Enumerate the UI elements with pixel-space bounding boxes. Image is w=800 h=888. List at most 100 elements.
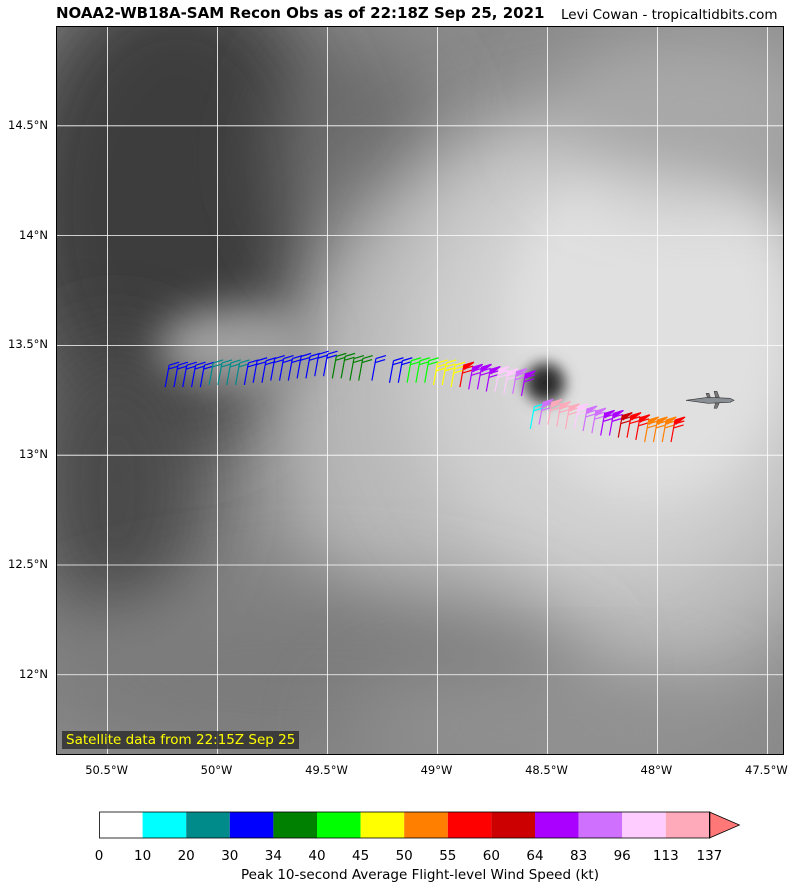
wind-barb	[608, 409, 624, 436]
colorbar-tick-label: 45	[352, 848, 370, 864]
wind-barb	[432, 359, 448, 386]
wind-barb	[340, 352, 356, 379]
colorbar-title: Peak 10-second Average Flight-level Wind…	[241, 867, 599, 883]
colorbar-segment	[186, 812, 230, 838]
wind-barb	[270, 354, 285, 381]
wind-barb	[234, 359, 250, 386]
colorbar-segment	[273, 812, 317, 838]
wind-barb	[485, 365, 501, 392]
wind-barb	[564, 403, 580, 429]
wind-barb	[406, 357, 422, 383]
colorbar-tick-label: 96	[613, 848, 631, 864]
colorbar-tick-label: 83	[570, 848, 588, 864]
wind-barb	[450, 361, 466, 388]
colorbar-segment	[491, 812, 535, 838]
wind-barb	[252, 357, 268, 383]
map-panel: Satellite data from 22:15Z Sep 25	[56, 26, 784, 755]
wind-barb	[591, 407, 607, 434]
wind-barb	[415, 357, 431, 383]
wind-barb	[173, 361, 189, 388]
colorbar-tick-label: 40	[308, 848, 326, 864]
lat-tick-label: 14.5°N	[8, 117, 48, 132]
colorbar	[99, 811, 741, 839]
lon-tick-label: 49.5°W	[305, 763, 348, 777]
wind-barb	[468, 363, 484, 390]
wind-barb	[644, 416, 660, 443]
lat-tick-label: 13°N	[19, 447, 48, 462]
wind-barb	[512, 368, 528, 394]
colorbar-segment	[142, 812, 187, 838]
wind-barb	[547, 398, 563, 425]
wind-barb	[661, 416, 677, 443]
lon-tick-label: 50°W	[200, 763, 233, 777]
colorbar-segment	[360, 812, 405, 838]
colorbar-segment	[99, 812, 143, 838]
wind-barb	[582, 405, 598, 432]
satellite-timestamp: Satellite data from 22:15Z Sep 25	[62, 731, 300, 749]
colorbar-segment	[447, 812, 492, 838]
wind-barb	[441, 359, 457, 386]
wind-barb	[358, 354, 373, 381]
colorbar-tick-label: 137	[696, 848, 723, 864]
wind-barb	[296, 352, 312, 379]
colorbar-tick-label: 50	[395, 848, 413, 864]
wind-barb	[600, 409, 616, 436]
wind-barb	[538, 398, 554, 425]
wind-barb	[626, 412, 642, 438]
lat-tick-label: 13.5°N	[8, 337, 48, 352]
wind-barb	[164, 361, 180, 388]
lon-tick-label: 47.5°W	[745, 763, 788, 777]
wind-barb	[322, 350, 338, 377]
colorbar-tick-label: 20	[177, 848, 195, 864]
wind-barb	[520, 370, 536, 397]
wind-barb	[424, 357, 439, 383]
colorbar-segment	[317, 812, 361, 838]
aircraft-icon	[685, 391, 735, 409]
wind-barb	[190, 361, 206, 388]
wind-barb	[573, 403, 589, 429]
wind-barb	[278, 354, 294, 381]
colorbar-segment	[622, 812, 666, 838]
lat-lon-grid	[57, 27, 783, 754]
wind-barb	[652, 416, 668, 443]
colorbar-extend-arrow	[709, 811, 741, 839]
wind-barb	[371, 354, 387, 381]
colorbar-segment	[535, 812, 579, 838]
wind-barb	[314, 350, 329, 377]
wind-barb	[635, 414, 651, 440]
wind-barb	[556, 401, 572, 427]
colorbar-segment	[404, 812, 448, 838]
wind-barb	[331, 352, 347, 379]
colorbar-tick-label: 64	[526, 848, 544, 864]
lat-tick-label: 12°N	[19, 666, 48, 681]
lon-tick-label: 48°W	[640, 763, 673, 777]
colorbar-tick-label: 113	[652, 848, 679, 864]
wind-barb	[670, 416, 686, 443]
colorbar-tick-label: 60	[482, 848, 500, 864]
wind-barb	[617, 412, 633, 438]
wind-barb	[182, 361, 197, 388]
colorbar-border	[99, 811, 711, 839]
credit-text: Levi Cowan - tropicaltidbits.com	[561, 7, 778, 23]
colorbar-segment	[578, 812, 623, 838]
wind-barb	[226, 359, 241, 386]
wind-barb	[503, 368, 519, 394]
colorbar-segment	[229, 812, 274, 838]
lon-tick-label: 49°W	[420, 763, 453, 777]
wind-barb	[459, 361, 475, 388]
lat-tick-label: 12.5°N	[8, 556, 48, 571]
colorbar-tick-label: 55	[439, 848, 457, 864]
wind-barb	[494, 365, 510, 392]
lon-tick-label: 48.5°W	[525, 763, 568, 777]
page-title: NOAA2-WB18A-SAM Recon Obs as of 22:18Z S…	[56, 4, 545, 22]
wind-barb	[217, 359, 233, 386]
colorbar-segment	[665, 812, 710, 838]
lon-tick-label: 50.5°W	[85, 763, 128, 777]
satellite-imagery	[57, 27, 783, 754]
colorbar-tick-label: 10	[134, 848, 152, 864]
wind-barb	[349, 354, 365, 381]
wind-barb	[397, 357, 413, 383]
satellite-map	[57, 27, 783, 754]
wind-barb	[208, 359, 224, 386]
wind-barbs	[164, 350, 686, 443]
